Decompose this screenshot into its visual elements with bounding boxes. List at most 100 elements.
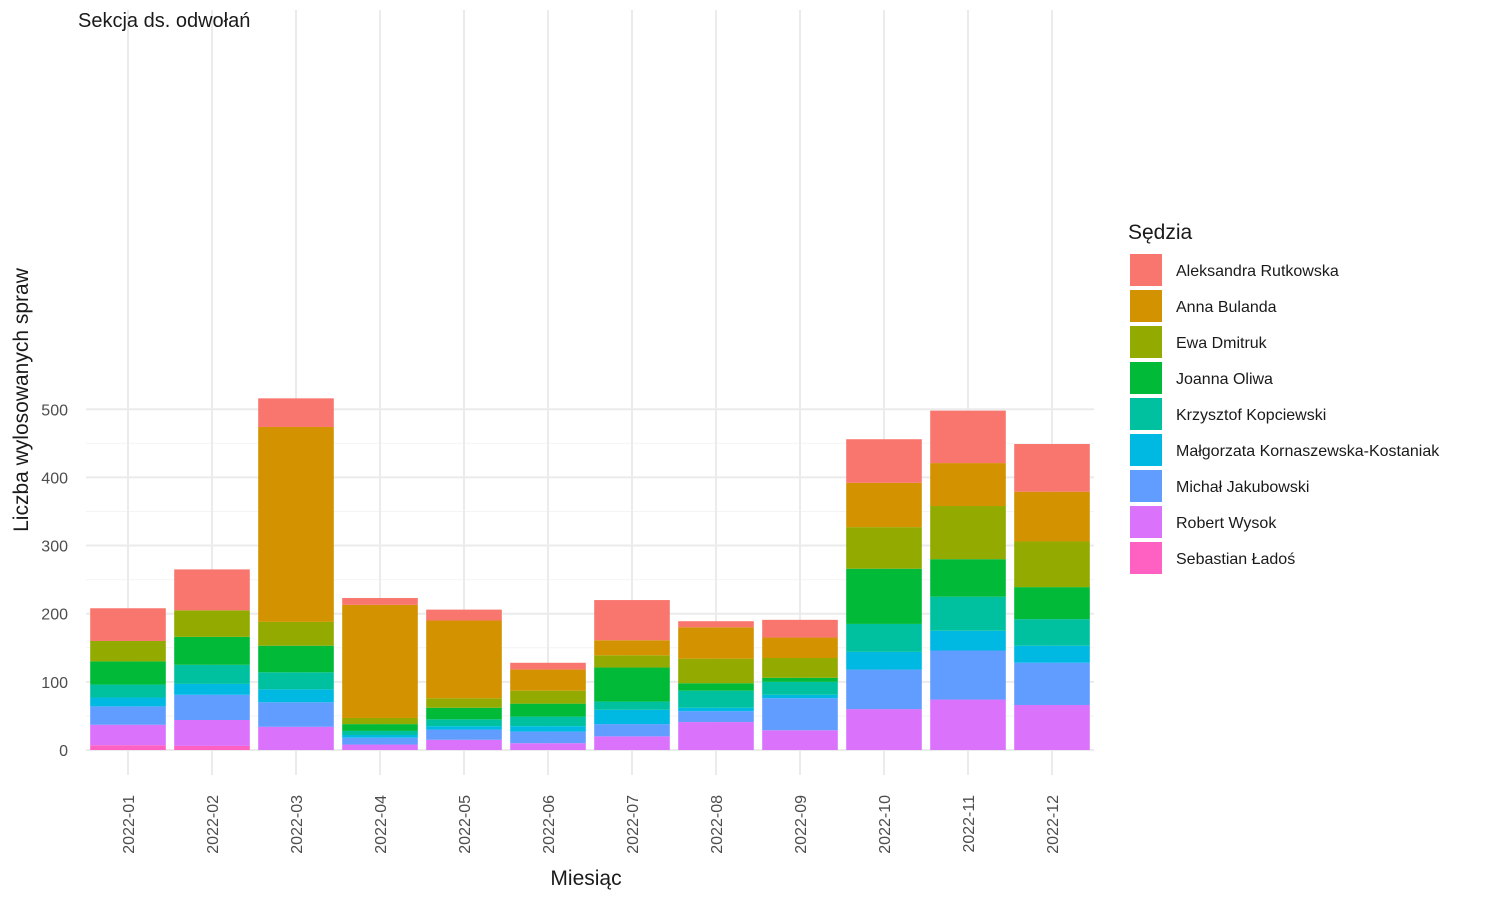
bar-segment (174, 683, 250, 695)
x-tick-label: 2022-06 (541, 795, 558, 854)
bar-segment (678, 722, 754, 750)
bar-segment (90, 724, 166, 746)
bar-segment (258, 426, 334, 622)
y-tick-label: 0 (59, 743, 68, 760)
bar-segment (1014, 705, 1090, 750)
bar-segment (510, 662, 586, 670)
chart-title: Sekcja ds. odwołań (78, 10, 250, 32)
bar-segment (510, 703, 586, 717)
bar-segment (174, 636, 250, 665)
bar-segment (762, 698, 838, 731)
bar-segment (594, 655, 670, 668)
bar-segment (342, 724, 418, 731)
x-tick-label: 2022-12 (1045, 795, 1062, 854)
y-tick-label: 100 (41, 675, 68, 692)
bar-segment (258, 398, 334, 427)
bar-segment (510, 743, 586, 750)
legend-label: Robert Wysok (1176, 515, 1277, 532)
bar-segment (1014, 541, 1090, 588)
bar-segment (930, 630, 1006, 651)
bar-segment (930, 506, 1006, 560)
bar-segment (426, 739, 502, 750)
legend-label: Anna Bulanda (1176, 299, 1277, 316)
legend-label: Michał Jakubowski (1176, 479, 1309, 496)
bar-segment (342, 604, 418, 718)
bar-segment (930, 463, 1006, 507)
bar-segment (930, 410, 1006, 464)
bar-segment (594, 709, 670, 725)
bar-segment (90, 661, 166, 685)
bar-segment (90, 745, 166, 750)
bar-segment (258, 702, 334, 727)
bar-segment (510, 731, 586, 744)
bar-segment (1014, 662, 1090, 706)
y-tick-label: 400 (41, 470, 68, 487)
legend-label: Krzysztof Kopciewski (1176, 407, 1326, 424)
bar-segment (258, 726, 334, 750)
bar-segment (510, 669, 586, 691)
x-axis-title: Miesiąc (550, 867, 621, 890)
bar-segment (342, 744, 418, 750)
legend-items: Aleksandra Rutkowska Anna Bulanda Ewa Dmit… (1130, 254, 1440, 574)
y-axis-title: Liczba wylosowanych spraw (10, 267, 33, 532)
bar-segment (678, 711, 754, 723)
bar-segment (762, 657, 838, 678)
bar-segment (426, 698, 502, 708)
y-axis-ticks: 0 100 200 300 400 500 (41, 402, 68, 760)
x-axis-ticks: 2022-01 2022-02 2022-03 2022-04 2022-05 2022-… (121, 795, 1062, 854)
legend-label: Małgorzata Kornaszewska-Kostaniak (1176, 443, 1440, 460)
legend-swatch (1130, 326, 1162, 358)
bar-segment (762, 694, 838, 699)
bar-segment (1014, 491, 1090, 542)
bar-segment (762, 637, 838, 658)
legend-swatch (1130, 542, 1162, 574)
x-tick-label: 2022-08 (709, 795, 726, 854)
x-tick-label: 2022-07 (625, 795, 642, 854)
legend-swatch (1130, 434, 1162, 466)
bar-segment (594, 701, 670, 710)
x-tick-label: 2022-04 (373, 795, 390, 854)
bar-segment (930, 699, 1006, 750)
bar-segment (342, 717, 418, 725)
bar-segment (678, 658, 754, 684)
bar-segment (90, 697, 166, 707)
bar-segment (594, 724, 670, 737)
bar-segment (594, 736, 670, 750)
bar-segment (258, 645, 334, 673)
bar-segment (678, 627, 754, 659)
bar-segment (594, 667, 670, 702)
bar-segment (174, 745, 250, 750)
legend-label: Joanna Oliwa (1176, 371, 1273, 388)
bar-segment (846, 623, 922, 652)
bar-segment (678, 683, 754, 691)
bar-segment (258, 689, 334, 703)
bar-segment (762, 730, 838, 750)
bar-segment (1014, 619, 1090, 646)
legend-title: Sędzia (1128, 221, 1193, 244)
legend-swatch (1130, 506, 1162, 538)
bar-segment (510, 726, 586, 732)
bar-segment (426, 620, 502, 699)
bar-segment (90, 684, 166, 698)
bar-segment (846, 669, 922, 710)
bar-segment (846, 709, 922, 750)
bar-segment (426, 719, 502, 727)
bar-segment (258, 672, 334, 690)
bar-segment (846, 568, 922, 624)
x-tick-label: 2022-01 (121, 795, 138, 854)
bar-segment (1014, 587, 1090, 620)
x-tick-label: 2022-11 (961, 795, 978, 853)
x-tick-label: 2022-09 (793, 795, 810, 854)
legend-swatch (1130, 398, 1162, 430)
y-tick-label: 500 (41, 402, 68, 419)
bar-segment (1014, 645, 1090, 663)
legend-swatch (1130, 470, 1162, 502)
legend-swatch (1130, 290, 1162, 322)
bar-segment (426, 729, 502, 740)
bar-segment (762, 677, 838, 682)
x-tick-label: 2022-02 (205, 795, 222, 854)
bar-segment (510, 716, 586, 727)
bar-segment (762, 681, 838, 695)
bar-segment (342, 735, 418, 738)
